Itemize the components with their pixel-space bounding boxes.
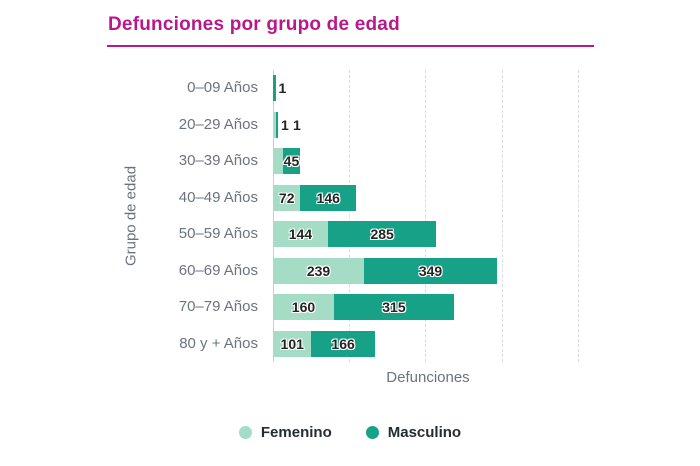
category-label: 50–59 Años [178,225,258,243]
legend-item-femenino[interactable]: Femenino [238,423,332,441]
bar-value-label: 72 [278,189,295,206]
bar-segment-femenino[interactable] [273,221,328,248]
bar-value-label: 285 [370,226,394,243]
bar-segment-femenino[interactable] [273,330,312,357]
gridline [577,70,579,362]
bar-segment-masculino[interactable] [327,221,437,248]
legend-dot-femenino [238,425,252,439]
bar-segment-masculino[interactable] [311,330,375,357]
bar-value-label: 349 [418,262,443,279]
bar-value-label: 1 [293,116,301,133]
y-axis-title: Grupo de edad [122,165,140,267]
gridline [349,70,351,362]
legend-label: Femenino [260,423,332,441]
category-label: 80 y + Años [179,334,258,352]
bar-segment-femenino[interactable] [273,148,283,175]
bar-value-label: 101 [280,335,304,352]
gridline [501,70,503,362]
bar-segment-masculino[interactable] [282,148,301,175]
bar-segment-femenino[interactable] [273,257,365,284]
bar-segment-femenino[interactable] [273,184,301,211]
category-label: 30–39 Años [178,152,258,170]
bar-value-label: 1 [278,80,287,96]
legend-item-masculino[interactable]: Masculino [365,423,462,441]
x-axis-title: Defunciones [386,369,470,386]
legend-dot-masculino [365,425,379,439]
bar-value-label: 1 [281,116,289,133]
y-axis-line [273,70,274,362]
bar-segment-femenino[interactable] [273,294,334,321]
bar-value-label: 45 [283,153,300,170]
bar-value-label: 144 [288,226,313,243]
bar-value-label: 315 [382,299,406,316]
gridline [425,70,427,362]
category-label: 0–09 Años [187,79,258,96]
category-label: 20–29 Años [178,115,258,133]
chart-title: Defunciones por grupo de edad [108,14,400,35]
bar-segment-masculino[interactable] [333,294,454,321]
bar-segment-masculino[interactable] [364,257,498,284]
legend-label: Masculino [387,423,462,441]
category-label: 70–79 Años [178,298,258,316]
bar-segment-femenino[interactable] [273,111,276,138]
legend: Femenino Masculino [0,420,700,444]
bar-segment-masculino[interactable] [273,75,276,101]
bar-value-label: 160 [291,299,316,316]
title-underline [107,45,594,47]
bar-value-label: 239 [306,262,331,279]
category-label: 60–69 Años [178,261,258,279]
bar-value-label: 166 [331,335,355,352]
bar-segment-masculino[interactable] [300,184,357,211]
bar-segment-masculino[interactable] [275,111,278,138]
category-label: 40–49 Años [178,188,258,206]
bar-value-label: 146 [316,189,340,206]
